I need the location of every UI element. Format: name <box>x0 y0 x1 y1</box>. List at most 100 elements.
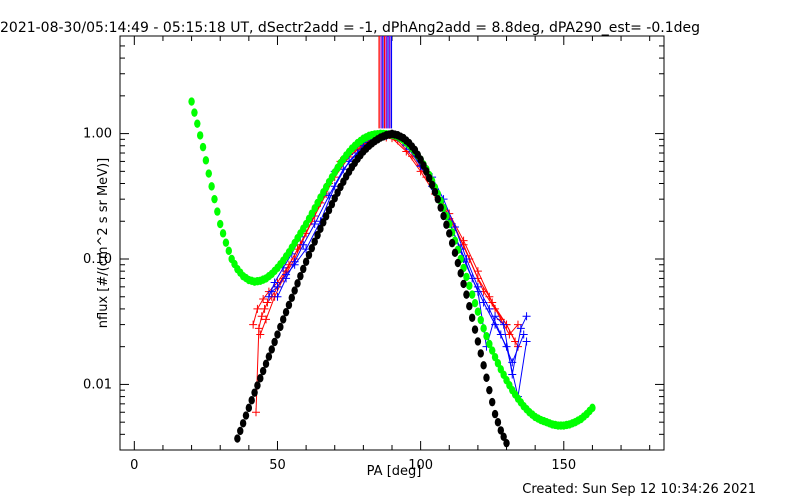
fit-curve-dot <box>552 420 559 430</box>
fit-curve-dot <box>480 324 487 333</box>
fit-curve-dot <box>334 163 341 173</box>
y-tick-label: 0.10 <box>83 252 112 267</box>
fit-curve-dot <box>486 339 493 349</box>
fit-curve-dot <box>345 147 353 157</box>
fit-curve-dot <box>574 416 582 425</box>
fit-curve-dot <box>248 396 255 405</box>
plot-area <box>188 36 596 448</box>
fit-curve-dot <box>446 229 453 238</box>
x-axis-label: PA [deg] <box>367 464 422 479</box>
data-point <box>260 304 269 313</box>
fit-curve-dot <box>420 161 427 170</box>
fit-curve-dot <box>437 203 444 212</box>
fit-curve-dot <box>357 136 364 146</box>
data-point <box>522 312 531 321</box>
fit-curve-dot <box>328 173 336 182</box>
fit-curve-dot <box>237 426 244 436</box>
fit-curve-dot <box>380 132 387 141</box>
fit-curve-dot <box>208 182 215 191</box>
fit-curve-dot <box>271 266 278 276</box>
x-tick-label: 100 <box>408 458 433 473</box>
fit-curve-dot <box>202 156 210 165</box>
data-point <box>310 220 319 229</box>
fit-curve-dot <box>300 264 307 274</box>
fit-curve-dot <box>217 219 224 229</box>
fit-curve-dot <box>534 414 542 423</box>
fit-curve-dot <box>414 150 421 160</box>
fit-curve-dot <box>317 224 324 233</box>
fit-curve-dot <box>291 286 298 295</box>
fit-curve-dot <box>428 180 436 190</box>
fit-curve-dot <box>211 194 218 204</box>
fit-curve-dot <box>242 273 250 283</box>
fit-curve-dot <box>274 330 281 339</box>
fit-curve-dot <box>517 398 525 407</box>
fit-curve-dot <box>277 260 284 269</box>
data-point <box>339 165 348 174</box>
fit-curve-dot <box>451 248 459 258</box>
fit-curve-dot <box>288 293 295 302</box>
data-point <box>270 278 279 287</box>
fit-curve-dot <box>480 361 487 370</box>
data-point <box>257 312 266 321</box>
fit-curve-dot <box>191 108 198 117</box>
y-tick-label: 1.00 <box>83 127 112 142</box>
fit-curve-dot <box>477 315 484 325</box>
fit-curve-dot <box>426 173 433 183</box>
fit-curve-dot <box>391 130 399 139</box>
fit-curve-dot <box>305 250 313 260</box>
fit-curve-dot <box>265 352 273 361</box>
fit-curve-dot <box>317 193 324 202</box>
data-point <box>473 267 482 276</box>
fit-curve-dot <box>282 252 290 261</box>
fit-curve-dot <box>403 136 410 145</box>
fit-curve-dot <box>523 405 530 414</box>
fit-curve-dot <box>586 406 593 416</box>
data-point <box>264 292 273 301</box>
fit-curve-dot <box>368 139 376 148</box>
fit-curve-dot <box>231 259 238 269</box>
fit-curve-dot <box>540 416 547 426</box>
fit-curve-dot <box>199 142 207 152</box>
axes-ticks: 0 50 100 150 0.01 0.10 1.00 <box>83 35 664 473</box>
data-point <box>256 330 265 339</box>
fit-curve-dot <box>460 279 467 289</box>
fit-curve-dot <box>489 346 496 355</box>
x-tick-label: 50 <box>269 458 286 473</box>
fit-curve-dot <box>503 438 510 448</box>
fit-curve-dot <box>448 238 456 248</box>
fit-curve-dot <box>234 434 241 443</box>
fit-curve-dot <box>494 359 502 368</box>
data-point <box>496 330 505 339</box>
fit-curve-dot <box>569 419 576 428</box>
fit-curve-dot <box>463 272 470 282</box>
fit-curve-dot <box>486 385 493 395</box>
fit-curve-dot <box>397 132 404 141</box>
y-tick-label: 0.01 <box>83 377 112 392</box>
fit-curve-dot <box>314 230 321 240</box>
data-point <box>262 315 271 324</box>
data-point <box>290 257 299 266</box>
fit-curve-dot <box>334 188 341 197</box>
fit-curve-dot <box>196 131 204 140</box>
fit-curve-dot <box>511 390 519 399</box>
fit-curve-dot <box>308 243 316 253</box>
fit-curve-dot <box>466 281 473 290</box>
fit-curve-dot <box>494 418 502 427</box>
fit-curve-dot <box>466 301 473 311</box>
fit-curve-dot <box>257 374 264 383</box>
data-point <box>249 320 258 329</box>
fit-curve-dot <box>277 322 284 332</box>
fit-curve-dot <box>311 237 318 246</box>
fit-curve-dot <box>500 370 507 379</box>
x-tick-label: 150 <box>551 458 576 473</box>
fit-curve-dot <box>351 158 358 168</box>
fit-curve-dot <box>483 331 490 341</box>
fit-curve-dot <box>457 269 464 278</box>
fit-curve-dot <box>471 298 479 308</box>
fit-curve-dot <box>357 150 364 160</box>
fit-curve-dot <box>483 373 490 382</box>
fit-curve-dot <box>322 212 330 221</box>
data-point <box>252 408 260 417</box>
fit-curve-dot <box>305 214 313 224</box>
